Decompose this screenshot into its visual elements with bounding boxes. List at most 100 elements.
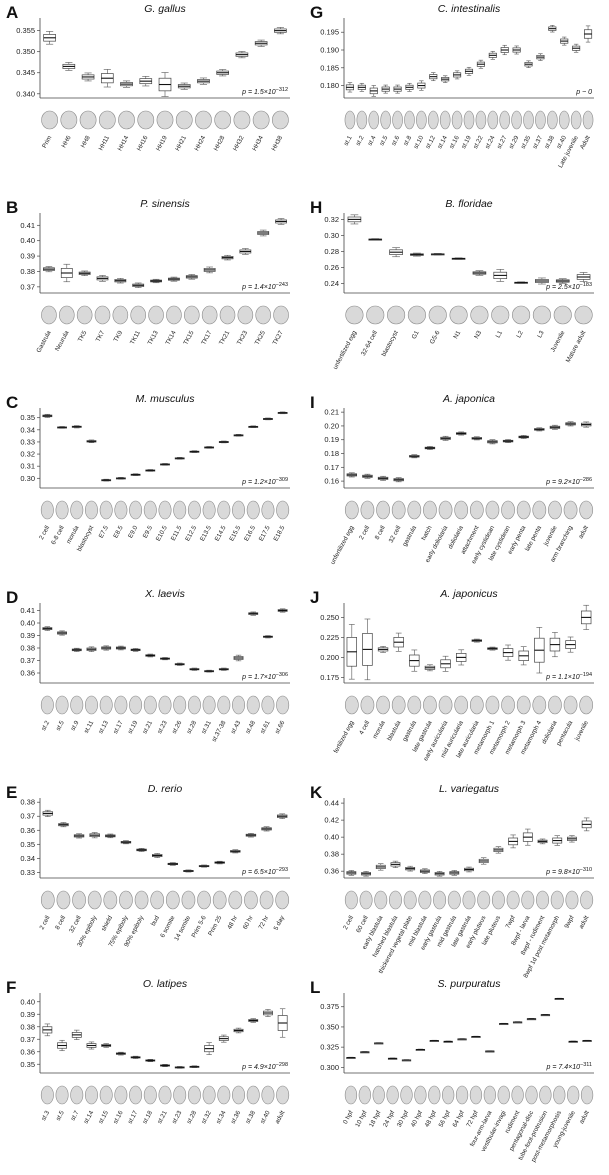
specimen-thumbnail [76,305,93,325]
category-label: st.24 [484,134,497,150]
p-value-label: p = 1.7×10−306 [241,672,288,681]
box-15 [248,425,259,429]
box-6 [424,446,436,450]
specimen-thumbnail [217,695,231,715]
category-label: 7wpf [504,914,517,929]
category-label: HH16 [136,134,150,152]
box-1 [346,624,358,680]
box-11 [189,1065,200,1068]
specimen-thumbnail [386,1085,399,1105]
box-15 [248,1018,259,1023]
specimen-thumbnail [451,110,463,130]
y-tick-label: 0.36 [20,669,35,678]
box-13 [274,27,287,35]
specimen-thumbnail [202,695,216,715]
box-5 [405,865,416,872]
specimen-thumbnail [187,500,201,520]
specimen-thumbnail [187,1085,201,1105]
specimen-thumbnail [276,695,290,715]
y-tick-label: 0.40 [20,619,35,628]
box-9 [160,463,170,466]
box-12 [214,860,225,865]
y-tick-label: 0.35 [20,1060,35,1069]
y-tick-label: 0.340 [16,89,35,98]
specimen-thumbnail [345,305,364,325]
box-9 [197,77,210,85]
box-3 [71,647,82,652]
y-tick-label: 0.350 [16,47,35,56]
box-2 [361,871,371,877]
box-4 [96,275,109,282]
specimen-thumbnail [246,500,260,520]
y-tick-label: 0.185 [320,63,339,72]
specimen-thumbnail [438,695,453,715]
box-2 [362,618,373,681]
box-13 [257,229,270,237]
box-2 [362,473,373,479]
category-label: st.12 [424,134,437,150]
box-15 [248,611,259,616]
specimen-thumbnail [344,890,358,910]
y-tick-label: 0.41 [20,606,35,615]
category-label: st.11 [83,719,96,734]
box-4 [393,632,404,652]
category-label: 2 cell [38,525,51,541]
p-value-label: p = 2.5×10−183 [545,282,592,291]
y-tick-label: 0.225 [320,633,339,642]
specimen-thumbnail [455,1085,469,1105]
specimen-thumbnail [553,1085,566,1105]
specimen-thumbnail [567,1085,580,1105]
panel-letter: E [6,783,17,802]
category-label: HH32 [232,134,246,152]
specimen-thumbnail [232,500,246,520]
category-label: st.4 [367,134,378,147]
box-14 [233,1027,244,1034]
category-label: unfertilized egg [332,329,358,370]
box-8 [443,1040,453,1043]
category-label: st.27 [496,134,509,150]
box-12 [254,39,268,47]
specimen-thumbnail [565,890,579,910]
box-9 [471,436,483,441]
box-12 [508,834,519,849]
specimen-thumbnail [469,1085,483,1105]
specimen-thumbnail [112,305,129,325]
category-label: HH38 [270,134,284,152]
category-label: blastula [386,719,403,742]
box-10 [487,439,498,445]
specimen-thumbnail [183,305,200,325]
specimen-thumbnail [462,890,476,910]
specimen-thumbnail [497,1085,510,1105]
specimen-thumbnail [70,500,84,520]
specimen-thumbnail [181,890,196,910]
category-label: E16.5 [243,524,257,542]
specimen-thumbnail [244,890,258,910]
panel-letter: K [310,783,323,802]
category-label: TK23 [236,329,249,346]
box-17 [536,53,545,61]
category-label: HH11 [98,134,112,152]
y-tick-label: 0.37 [20,812,35,821]
y-tick-label: 0.35 [20,840,35,849]
box-2 [57,630,67,636]
category-label: st.5 [55,1109,66,1122]
box-14 [233,434,244,437]
category-label: 10 hpf [354,1109,369,1128]
box-2 [60,263,73,283]
specimen-thumbnail [523,110,534,130]
panel-title: G. gallus [144,3,186,15]
box-4 [86,1041,97,1050]
category-label: st.2 [40,719,51,732]
box-13 [512,1021,523,1024]
y-tick-label: 0.35 [20,413,35,422]
p-value-label: p = 1.2×10−309 [241,477,288,486]
specimen-thumbnail [536,890,550,910]
specimen-thumbnail [491,890,505,910]
box-7 [429,1039,439,1042]
specimen-thumbnail [563,500,578,520]
y-tick-label: 0.39 [20,1010,35,1019]
y-tick-label: 0.16 [324,477,339,486]
box-8 [455,649,467,666]
box-10 [471,1035,481,1038]
category-label: E7.5 [98,524,110,539]
